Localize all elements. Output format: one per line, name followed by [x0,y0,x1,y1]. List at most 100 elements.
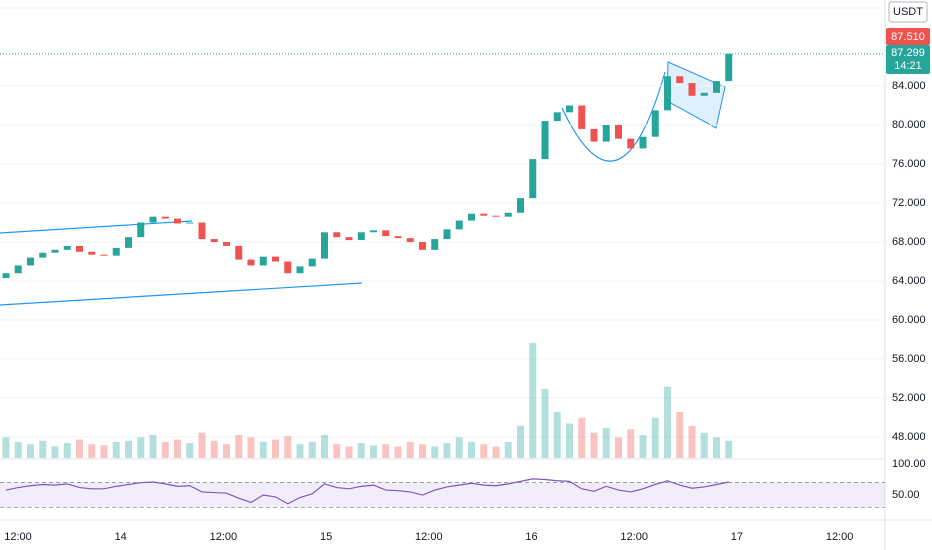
volume-bar [51,446,59,458]
volume-bar [198,432,206,458]
candle [590,128,598,142]
candle [2,273,10,279]
candle [272,256,279,262]
candle [517,198,524,213]
candle [431,239,439,250]
candle [468,213,475,221]
candle [27,257,34,266]
volume-bar [406,441,414,458]
volume-bar [443,443,451,458]
candle [394,236,402,239]
trend-line [0,282,363,306]
candle [308,258,316,267]
volume-bar [419,444,426,458]
candle [14,265,22,274]
volume-bar [455,437,463,458]
candle [504,212,512,217]
y-tick-label: 52.000 [892,392,926,404]
x-tick-label: 16 [525,531,537,543]
candle [541,121,549,160]
candle [725,53,733,82]
volume-bar [394,446,402,458]
candle [174,218,181,224]
rsi-tick-label: 50.00 [892,489,920,501]
candle [700,92,708,96]
candle [406,238,414,243]
candle [321,232,328,259]
currency-box [888,1,928,23]
volume-bar [590,432,598,458]
candle [639,136,647,149]
volume-bar [529,343,537,458]
candle [602,125,610,142]
volume-bar [713,437,720,458]
volume-bar [578,417,586,458]
y-tick-label: 60.000 [892,314,926,326]
volume-bar [615,437,622,458]
candle [88,251,96,255]
candle [578,105,586,129]
trend-line [0,220,193,234]
volume-bar [247,437,255,458]
candle [259,256,267,266]
volume-bar [321,435,328,458]
candle [529,159,537,199]
rsi-tick-label: 100.00 [892,458,926,470]
candle [676,76,684,84]
volume-bar [676,412,684,458]
candle [149,216,157,223]
candle [370,230,377,233]
volume-bar [259,441,267,458]
x-tick-label: 12:00 [4,531,32,543]
volume-bar [345,446,353,458]
x-tick-label: 12:00 [826,531,854,543]
volume-bar [370,445,377,458]
volume-bar [651,417,659,458]
volume-bar [284,436,292,458]
volume-bar [492,446,500,458]
candle [566,105,573,113]
volume-bar [76,439,83,458]
volume-bar [480,444,488,458]
volume-bar [431,446,439,458]
rsi-line [5,478,729,505]
volume-bar [333,444,341,458]
countdown-label: 14:21 [894,60,922,72]
candle [63,245,71,250]
volume-bar [2,437,10,458]
volume-bar [161,441,169,458]
volume-bar [725,440,733,458]
candle [161,216,169,219]
y-tick-label: 56.000 [892,353,926,365]
current-price-box [886,45,930,74]
candle [627,138,635,149]
candle [688,83,696,96]
candle [455,220,463,230]
x-tick-label: 15 [320,531,332,543]
candle [100,254,108,256]
candle [137,222,145,238]
volume-bar [308,441,316,458]
volume-bar [504,441,512,458]
rsi-band [0,482,885,508]
candle [333,232,341,238]
candle [198,222,206,240]
volume-bar [186,443,194,458]
volume-bar [174,439,181,458]
y-tick-label: 72.000 [892,197,926,209]
candle [357,232,365,241]
volume-bar [700,432,708,458]
volume-bar [639,435,647,458]
volume-bar [137,437,145,458]
currency-label: USDT [893,6,923,18]
candle [235,245,243,260]
volume-bar [14,441,22,458]
y-tick-label: 68.000 [892,236,926,248]
volume-bar [627,429,635,458]
candle [223,242,230,246]
x-tick-label: 12:00 [210,531,238,543]
candle [443,229,451,240]
volume-bar [235,435,243,458]
